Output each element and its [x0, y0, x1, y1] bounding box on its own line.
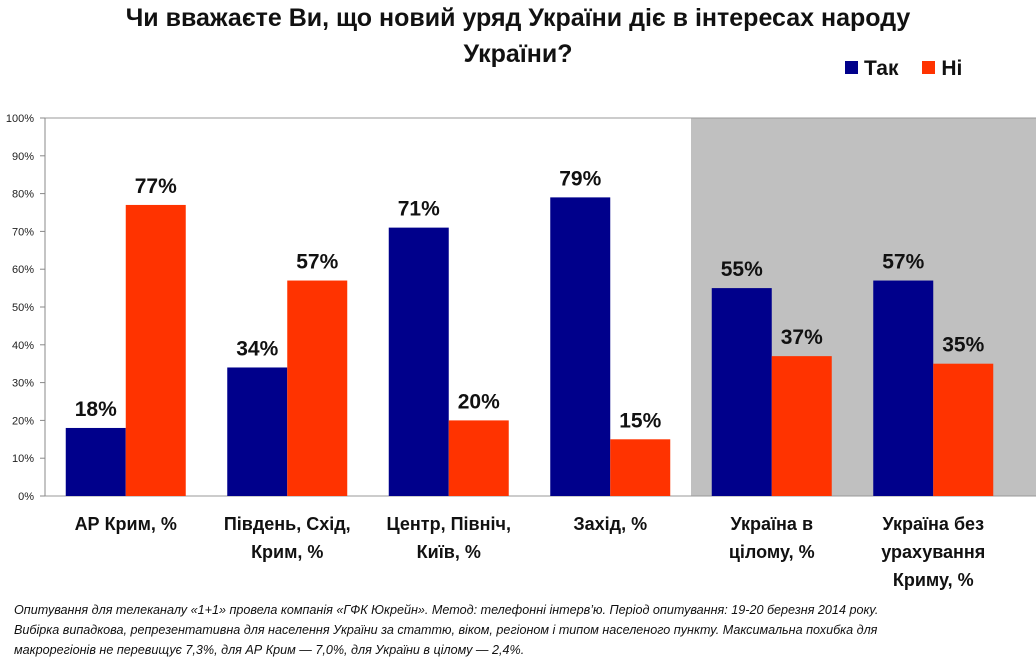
bar-no [933, 363, 994, 496]
bar-value-label: 77% [135, 175, 177, 198]
category-label: Південь, Схід, [224, 514, 351, 534]
bar-value-label: 20% [458, 390, 500, 413]
bar-yes [711, 288, 772, 496]
bar-no [771, 356, 832, 496]
chart-title-line-1: Чи вважаєте Ви, що новий уряд України ді… [125, 4, 911, 32]
bar-no [448, 420, 509, 496]
bar-value-label: 35% [942, 334, 984, 357]
y-tick-label: 0% [18, 491, 34, 503]
y-tick-label: 90% [12, 151, 34, 163]
bar-value-label: 57% [296, 251, 338, 274]
category-label: Україна в [730, 514, 813, 534]
footnote-line-2: Вибірка випадкова, репрезентативна для н… [14, 623, 878, 637]
category-label: Київ, % [417, 542, 481, 562]
y-tick-label: 20% [12, 415, 34, 427]
legend-item-yes: Так [845, 57, 899, 81]
y-tick-label: 50% [12, 302, 34, 314]
chart-title: Чи вважаєте Ви, що новий уряд України ді… [0, 0, 1036, 72]
y-tick-label: 10% [12, 453, 34, 465]
bar-yes [388, 227, 449, 496]
bar-value-label: 57% [882, 251, 924, 274]
category-label: Криму, % [893, 570, 974, 590]
footnote-line-1: Опитування для телеканалу «1+1» провела … [14, 603, 879, 617]
legend: Так Ні [845, 57, 980, 81]
bar-yes [550, 197, 611, 496]
bar-value-label: 55% [721, 258, 763, 281]
bar-no [287, 280, 348, 496]
category-label: Україна без [882, 514, 984, 534]
y-tick-label: 60% [12, 264, 34, 276]
bar-no [125, 204, 186, 496]
bar-yes [227, 367, 288, 496]
category-label: Крим, % [251, 542, 323, 562]
category-label: АР Крим, % [75, 514, 177, 534]
legend-swatch-yes [845, 61, 858, 74]
bar-no [610, 439, 671, 496]
legend-label-yes: Так [864, 57, 899, 80]
bar-value-label: 18% [75, 398, 117, 421]
bar-value-label: 79% [559, 167, 601, 190]
bar-value-label: 37% [781, 326, 823, 349]
bar-yes [65, 427, 126, 496]
footnote: Опитування для телеканалу «1+1» провела … [14, 600, 1024, 660]
category-label: Захід, % [573, 514, 647, 534]
bar-value-label: 15% [619, 409, 661, 432]
y-tick-label: 40% [12, 340, 34, 352]
y-tick-label: 30% [12, 378, 34, 390]
category-label: цілому, % [729, 542, 815, 562]
legend-label-no: Ні [941, 57, 963, 80]
footnote-line-3: макрорегіонів не перевищує 7,3%, для АР … [14, 643, 525, 657]
legend-swatch-no [922, 61, 936, 74]
legend-item-no: Ні [922, 57, 962, 81]
category-label: Центр, Північ, [387, 514, 511, 534]
y-tick-label: 100% [6, 113, 34, 125]
category-label: урахування [881, 542, 985, 562]
bar-value-label: 71% [398, 198, 440, 221]
bar-chart: 0% 10% 20% 30% 40% 50% 60% 70% 80% 90% 100% 18% 77% А… [6, 113, 1036, 590]
y-tick-label: 80% [12, 189, 34, 201]
y-tick-label: 70% [12, 226, 34, 238]
bar-value-label: 34% [236, 337, 278, 360]
bar-yes [873, 280, 934, 496]
chart-title-line-2: України? [463, 40, 573, 68]
